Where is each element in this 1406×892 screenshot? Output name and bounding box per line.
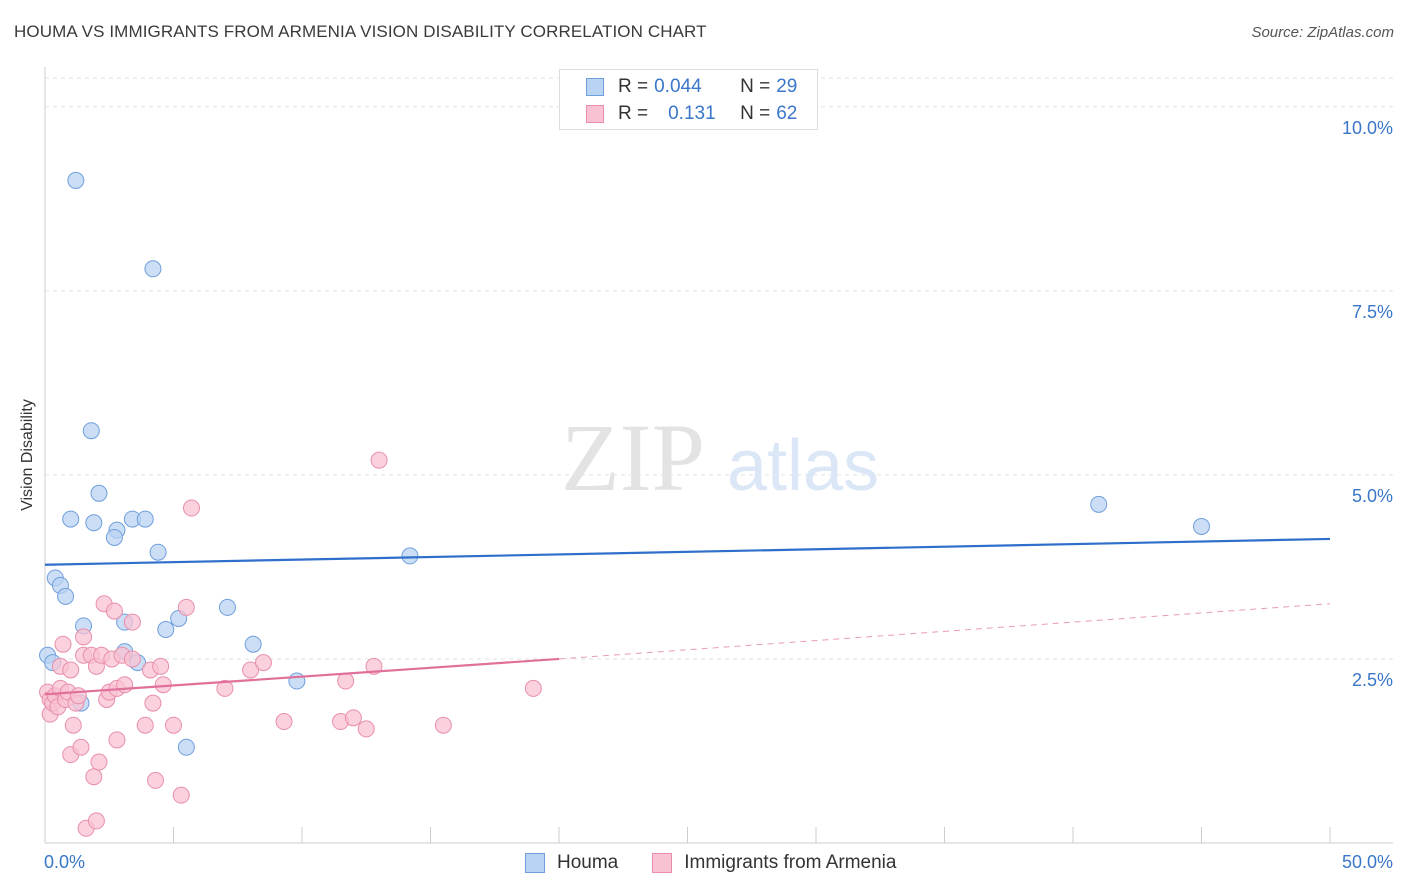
armenia-point	[182, 499, 200, 517]
houma-point	[149, 543, 167, 561]
legend-r-label: R =	[618, 76, 649, 97]
grid-lines	[45, 77, 1393, 660]
legend-label-houma: Houma	[557, 852, 619, 873]
armenia-point	[90, 753, 108, 771]
trend-line	[44, 657, 560, 696]
legend-n-label: N =	[740, 103, 771, 124]
armenia-point	[275, 713, 293, 731]
armenia-point	[116, 676, 134, 694]
houma-point	[105, 528, 123, 546]
houma-swatch	[586, 78, 604, 96]
y-tick-label: 10.0%	[1342, 118, 1393, 138]
houma-point	[288, 672, 306, 690]
houma-point	[57, 587, 75, 605]
houma-point	[218, 598, 236, 616]
houma-point	[401, 547, 419, 565]
armenia-point	[54, 635, 72, 653]
legend-row-houma: R = 0.044 N = 29	[586, 76, 797, 98]
armenia-point	[216, 679, 234, 697]
armenia-point	[105, 602, 123, 620]
armenia-point	[85, 768, 103, 786]
legend-item-houma[interactable]: Houma	[525, 852, 618, 874]
trend-lines	[44, 537, 1331, 696]
houma-point	[144, 260, 162, 278]
legend-label-armenia: Immigrants from Armenia	[684, 852, 897, 873]
houma-point	[244, 635, 262, 653]
armenia-point	[370, 451, 388, 469]
armenia-swatch	[652, 853, 673, 873]
armenia-point	[357, 720, 375, 738]
armenia-point	[177, 598, 195, 616]
houma-point	[1090, 495, 1108, 513]
y-tick-labels: 2.5% 5.0% 7.5% 10.0%	[1342, 118, 1393, 690]
armenia-point	[165, 716, 182, 734]
y-tick-label: 2.5%	[1352, 670, 1393, 690]
armenia-point	[344, 709, 362, 727]
series-legend: Houma Immigrants from Armenia	[525, 852, 930, 874]
watermark: ZIP atlas	[561, 404, 879, 511]
houma-point	[67, 171, 85, 189]
armenia-point	[434, 716, 452, 734]
armenia-point	[136, 716, 154, 734]
chart-title: HOUMA VS IMMIGRANTS FROM ARMENIA VISION …	[14, 22, 707, 41]
trend-line	[44, 537, 1331, 566]
correlation-legend: R = 0.044 N = 29 R = 0.131 N = 62	[559, 69, 818, 130]
houma-point	[136, 510, 154, 528]
legend-item-armenia[interactable]: Immigrants from Armenia	[652, 852, 896, 874]
legend-r-value: 0.044	[654, 76, 702, 97]
houma-point	[85, 514, 103, 532]
legend-r-value: 0.131	[668, 103, 716, 124]
y-tick-label: 5.0%	[1352, 486, 1393, 506]
armenia-swatch	[586, 105, 604, 123]
armenia-point	[172, 786, 190, 804]
armenia-point	[152, 657, 170, 675]
armenia-point	[242, 661, 260, 679]
armenia-point	[337, 672, 355, 690]
armenia-point	[75, 628, 93, 646]
x-tick-label-max: 50.0%	[1341, 852, 1393, 872]
armenia-point	[524, 679, 542, 697]
armenia-point	[108, 731, 126, 749]
houma-point	[90, 484, 108, 502]
armenia-point	[64, 716, 82, 734]
armenia-point	[69, 687, 87, 705]
armenia-point	[72, 738, 90, 756]
houma-point	[177, 738, 195, 756]
houma-point	[82, 422, 100, 440]
houma-point	[62, 510, 80, 528]
legend-row-armenia: R = 0.131 N = 62	[586, 103, 797, 125]
armenia-point	[254, 654, 272, 672]
houma-point	[1193, 517, 1210, 535]
watermark-zip: ZIP	[561, 404, 705, 511]
armenia-point	[87, 812, 105, 830]
houma-point	[157, 621, 175, 639]
armenia-point	[147, 771, 165, 789]
y-tick-label: 7.5%	[1352, 302, 1393, 322]
legend-r-label: R =	[618, 103, 649, 124]
armenia-point	[123, 650, 141, 668]
source-credit: Source: ZipAtlas.com	[1251, 24, 1394, 41]
axes	[44, 67, 1393, 844]
armenia-point	[123, 613, 141, 631]
watermark-atlas: atlas	[727, 426, 879, 506]
x-tick-label-min: 0.0%	[44, 852, 86, 872]
armenia-point	[62, 661, 80, 679]
legend-n-value: 62	[776, 103, 798, 124]
trend-line-extension	[558, 603, 1331, 660]
houma-swatch	[525, 853, 545, 873]
legend-n-label: N =	[740, 76, 771, 97]
armenia-point	[144, 694, 162, 712]
legend-n-value: 29	[776, 76, 798, 97]
